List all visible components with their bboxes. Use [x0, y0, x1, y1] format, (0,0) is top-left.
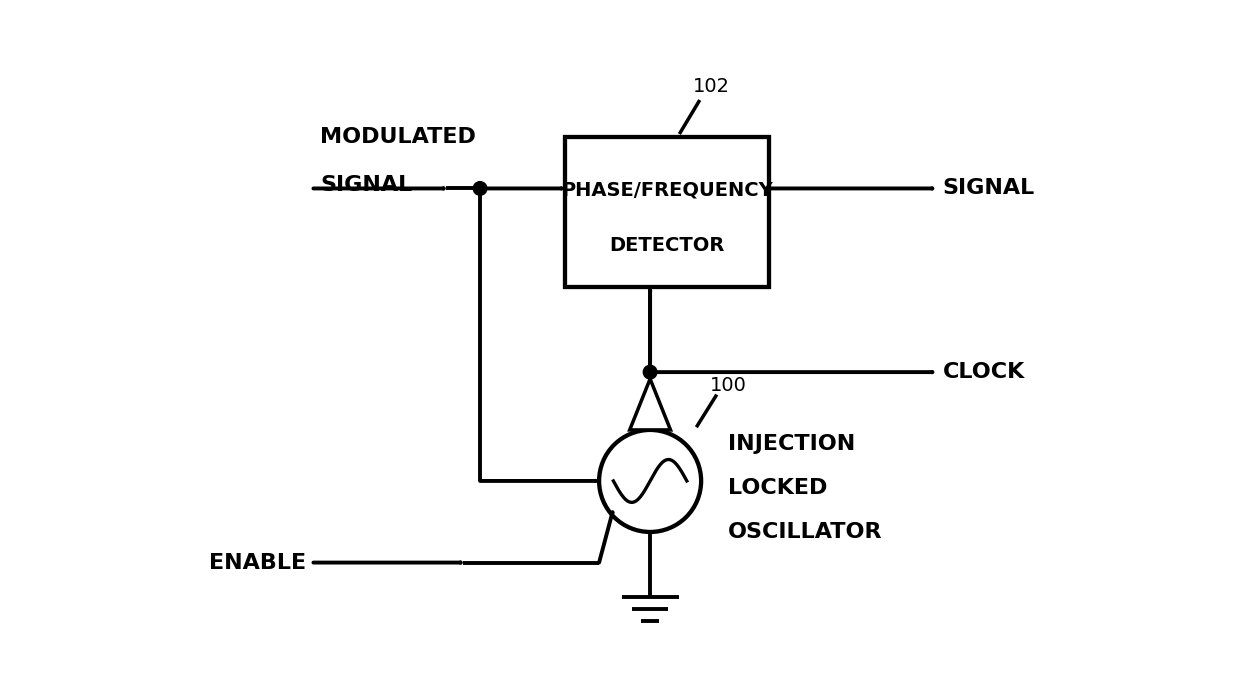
- Circle shape: [473, 182, 487, 195]
- Text: SIGNAL: SIGNAL: [943, 178, 1035, 199]
- Polygon shape: [629, 379, 670, 430]
- Text: 100: 100: [710, 376, 747, 395]
- Text: CLOCK: CLOCK: [943, 362, 1025, 382]
- Text: ENABLE: ENABLE: [209, 553, 306, 572]
- Text: 102: 102: [693, 77, 730, 96]
- Text: INJECTION: INJECTION: [729, 434, 856, 454]
- Text: PHASE/FREQUENCY: PHASE/FREQUENCY: [561, 180, 773, 199]
- Text: SIGNAL: SIGNAL: [320, 175, 413, 195]
- Circle shape: [643, 365, 657, 379]
- Text: MODULATED: MODULATED: [320, 128, 476, 148]
- Text: LOCKED: LOCKED: [729, 477, 828, 498]
- Circle shape: [600, 430, 701, 532]
- Text: DETECTOR: DETECTOR: [610, 236, 725, 255]
- Text: OSCILLATOR: OSCILLATOR: [729, 522, 883, 542]
- Bar: [565, 137, 769, 287]
